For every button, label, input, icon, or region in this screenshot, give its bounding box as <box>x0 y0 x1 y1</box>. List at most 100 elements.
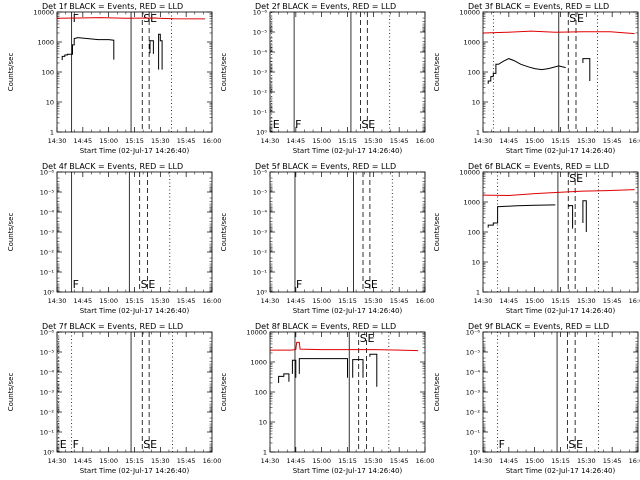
x-tick-label: 15:30 <box>577 137 596 145</box>
plot-frame <box>269 11 426 133</box>
y-tick-label: 10⁻² <box>253 249 268 257</box>
x-tick-label: 14:45 <box>73 457 92 465</box>
series-events-line <box>298 358 348 378</box>
y-tick-label: 10⁻⁴ <box>40 209 55 217</box>
marker-label-s: S <box>569 172 576 185</box>
x-tick-label: 14:30 <box>261 457 280 465</box>
y-axis-label: Counts/sec <box>7 53 15 92</box>
series-events-line <box>158 33 163 70</box>
y-tick-label: 1 <box>50 129 54 137</box>
x-tick-label: 15:15 <box>551 457 570 465</box>
panel-title: Det 4f BLACK = Events, RED = LLD <box>42 162 183 171</box>
y-tick-label: 10⁻¹ <box>40 269 55 277</box>
y-tick-label: 10⁻⁴ <box>253 49 268 57</box>
y-tick-label: 10⁻³ <box>253 229 268 237</box>
y-tick-label: 10⁰ <box>469 449 480 457</box>
marker-label-e: E <box>60 438 67 451</box>
x-tick-label: 15:15 <box>338 457 357 465</box>
panel-title: Det 8f BLACK = Events, RED = LLD <box>255 322 396 331</box>
y-tick-label: 1000 <box>463 199 480 207</box>
x-tick-label: 14:30 <box>261 297 280 305</box>
x-axis-label: Start Time (02-Jul-17 14:26:40) <box>506 147 616 155</box>
y-tick-label: 10⁻⁶ <box>466 329 481 337</box>
x-tick-label: 16:00 <box>629 457 640 465</box>
marker-label-e: E <box>576 438 583 451</box>
panel-title: Det 2f BLACK = Events, RED = LLD <box>255 2 396 11</box>
y-tick-label: 10⁻³ <box>40 389 55 397</box>
x-tick-label: 15:30 <box>364 137 383 145</box>
x-tick-label: 14:45 <box>499 457 518 465</box>
x-tick-label: 16:00 <box>203 457 222 465</box>
marker-label-e: E <box>150 438 157 451</box>
series-lld-line <box>270 341 419 352</box>
x-tick-label: 15:30 <box>151 457 170 465</box>
x-axis-label: Start Time (02-Jul-17 14:26:40) <box>293 147 403 155</box>
panel-1: Det 1f BLACK = Events, RED = LLD Counts/s… <box>7 2 221 155</box>
x-tick-label: 16:00 <box>629 297 640 305</box>
x-tick-label: 15:00 <box>312 137 331 145</box>
y-tick-label: 10 <box>46 99 54 107</box>
y-tick-label: 10⁰ <box>43 289 54 297</box>
x-tick-label: 15:15 <box>125 457 144 465</box>
marker-label-f: F <box>295 118 301 131</box>
x-axis-label: Start Time (02-Jul-17 14:26:40) <box>293 307 403 315</box>
y-tick-label: 10⁰ <box>43 449 54 457</box>
x-tick-label: 15:00 <box>525 297 544 305</box>
x-tick-label: 15:15 <box>338 137 357 145</box>
y-tick-label: 10000 <box>33 9 54 17</box>
marker-label-e: E <box>576 172 583 185</box>
x-tick-label: 14:30 <box>474 457 493 465</box>
marker-label-e: E <box>368 118 375 131</box>
y-tick-label: 10⁻⁵ <box>40 349 55 357</box>
x-tick-label: 15:00 <box>312 297 331 305</box>
y-tick-label: 1 <box>476 129 480 137</box>
series-lld-line <box>482 189 635 197</box>
x-tick-label: 16:00 <box>203 297 222 305</box>
plot-frame <box>482 331 639 453</box>
y-tick-label: 10⁻² <box>466 409 481 417</box>
series-events-line <box>61 37 115 61</box>
x-tick-label: 14:45 <box>73 137 92 145</box>
y-tick-label: 10⁻² <box>40 249 55 257</box>
panel-title: Det 9f BLACK = Events, RED = LLD <box>468 322 609 331</box>
x-tick-label: 14:45 <box>286 297 305 305</box>
panel-6: Det 6f BLACK = Events, RED = LLD Counts/s… <box>433 162 640 315</box>
x-tick-label: 14:45 <box>286 137 305 145</box>
plot-frame <box>269 331 426 453</box>
x-tick-label: 14:30 <box>48 137 67 145</box>
plot-frame <box>56 171 213 293</box>
y-tick-label: 10⁰ <box>256 129 267 137</box>
x-tick-label: 14:45 <box>499 297 518 305</box>
y-tick-label: 100 <box>468 229 480 237</box>
x-axis-label: Start Time (02-Jul-17 14:26:40) <box>506 467 616 475</box>
marker-label-f: F <box>73 278 79 291</box>
y-tick-label: 10 <box>472 99 480 107</box>
marker-label-s: S <box>141 278 148 291</box>
y-tick-label: 1000 <box>250 359 267 367</box>
y-axis-label: Counts/sec <box>433 213 441 252</box>
marker-label-e: E <box>273 118 280 131</box>
x-axis-label: Start Time (02-Jul-17 14:26:40) <box>506 307 616 315</box>
panel-title: Det 1f BLACK = Events, RED = LLD <box>42 2 183 11</box>
x-tick-label: 14:30 <box>474 137 493 145</box>
panel-title: Det 3f BLACK = Events, RED = LLD <box>468 2 609 11</box>
marker-label-e: E <box>367 332 374 345</box>
series-events-line <box>487 204 556 228</box>
y-tick-label: 10⁻⁴ <box>466 369 481 377</box>
y-tick-label: 10⁻³ <box>253 69 268 77</box>
y-tick-label: 10⁻⁶ <box>253 169 268 177</box>
y-tick-label: 10⁻³ <box>466 389 481 397</box>
plot-frame <box>482 171 639 293</box>
y-tick-label: 1000 <box>37 39 54 47</box>
x-tick-label: 15:00 <box>525 457 544 465</box>
y-tick-label: 10⁻⁵ <box>466 349 481 357</box>
x-tick-label: 15:30 <box>577 457 596 465</box>
panel-7: Det 7f BLACK = Events, RED = LLD Counts/s… <box>7 322 221 475</box>
marker-label-s: S <box>364 278 371 291</box>
x-tick-label: 15:45 <box>177 137 196 145</box>
panel-3: Det 3f BLACK = Events, RED = LLD Counts/s… <box>433 2 640 155</box>
y-tick-label: 10⁻¹ <box>253 109 268 117</box>
y-axis-label: Counts/sec <box>7 213 15 252</box>
x-axis-label: Start Time (02-Jul-17 14:26:40) <box>293 467 403 475</box>
y-tick-label: 10⁻¹ <box>253 269 268 277</box>
